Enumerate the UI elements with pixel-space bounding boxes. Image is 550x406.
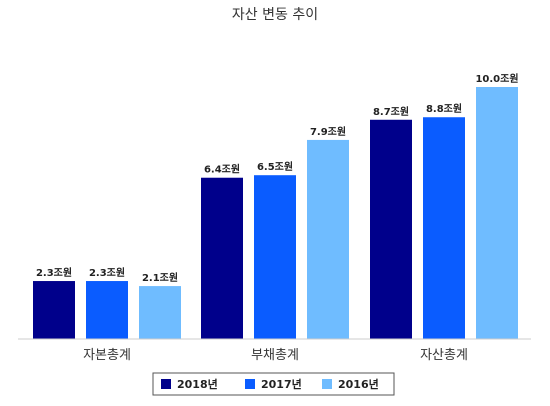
data-label-0-0: 2.3조원 xyxy=(36,266,72,279)
bar-0-0 xyxy=(33,281,75,339)
data-label-1-0: 6.4조원 xyxy=(204,163,240,176)
bar-1-2 xyxy=(307,139,349,339)
legend-label-2: 2016년 xyxy=(338,377,379,391)
legend-swatch-0 xyxy=(161,379,171,389)
data-label-0-1: 2.3조원 xyxy=(89,266,125,279)
data-label-0-2: 2.1조원 xyxy=(142,271,178,284)
bar-1-0 xyxy=(201,177,243,339)
legend-swatch-2 xyxy=(322,379,332,389)
bar-2-1 xyxy=(423,117,465,340)
chart-title: 자산 변동 추이 xyxy=(232,7,318,23)
bars-layer: 2.3조원 2.3조원 2.1조원 6.4조원 6.5조원 7.9조원 8.7조원 8.8조원… xyxy=(33,72,519,340)
data-label-2-0: 8.7조원 xyxy=(373,105,409,118)
x-tick-label-2: 자산총계 xyxy=(420,348,468,363)
legend: 2018년 2017년 2016년 xyxy=(152,372,395,396)
bar-0-1 xyxy=(86,281,128,339)
data-label-2-1: 8.8조원 xyxy=(426,102,462,115)
legend-box xyxy=(152,372,395,396)
bar-2-2 xyxy=(476,87,518,339)
x-axis-labels: 자본총계 부채총계 자산총계 xyxy=(83,348,468,363)
bar-2-0 xyxy=(370,119,412,339)
data-label-2-2: 10.0조원 xyxy=(475,72,518,85)
bar-0-2 xyxy=(139,286,181,339)
bar-1-1 xyxy=(254,175,296,339)
x-tick-label-1: 부채총계 xyxy=(251,348,299,363)
x-tick-label-0: 자본총계 xyxy=(83,348,131,363)
legend-label-0: 2018년 xyxy=(177,377,218,391)
data-label-1-2: 7.9조원 xyxy=(310,125,346,138)
legend-label-1: 2017년 xyxy=(261,377,302,391)
data-label-1-1: 6.5조원 xyxy=(257,160,293,173)
legend-swatch-1 xyxy=(245,379,255,389)
